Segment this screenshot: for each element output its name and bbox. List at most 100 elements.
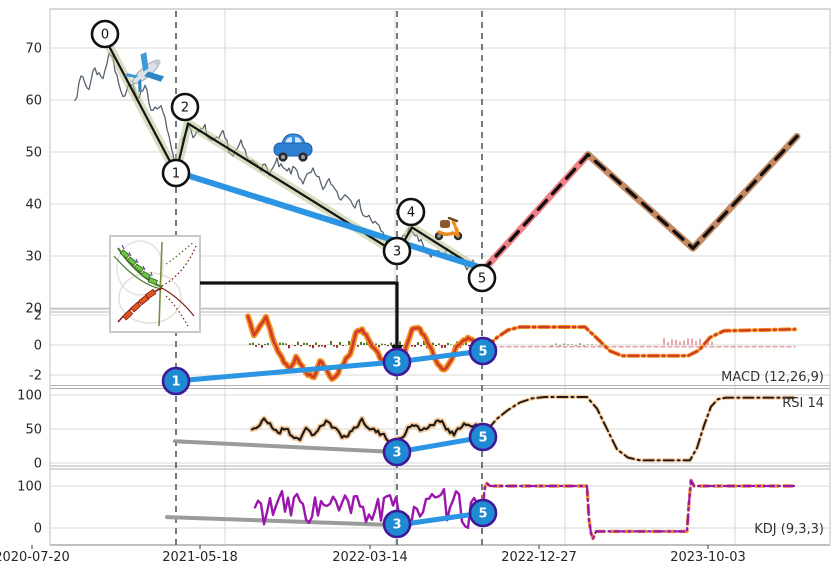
x-tick-label: 2023-10-03: [670, 550, 746, 565]
wave-marker: 3: [382, 437, 412, 467]
x-tick-label: 2020-07-20: [0, 550, 70, 565]
marker-circle: [468, 336, 498, 366]
macd-forecast-hist-bar: [671, 339, 673, 345]
marker-label: 3: [393, 245, 401, 260]
macd-histogram-bar: [447, 342, 449, 345]
price-y-tick-label: 60: [25, 94, 42, 109]
kdj-forecast-outline: [481, 478, 797, 541]
wave-marker: 3: [382, 347, 412, 377]
marker-label: 1: [171, 375, 180, 390]
marker-label: 5: [478, 507, 487, 522]
macd-forecast-hist-bar: [591, 344, 593, 345]
price-y-tick-label: 40: [25, 198, 42, 213]
wave-marker: 3: [382, 236, 412, 266]
x-tick-label: 2021-05-18: [162, 550, 238, 565]
rsi-y-tick-label: 100: [17, 389, 42, 404]
macd-forecast-hist-bar: [711, 341, 713, 345]
axis-labels: MACD (12,26,9) RSI 14 KDJ (9,3,3) 706050…: [0, 42, 824, 566]
kdj-panel-label: KDJ (9,3,3): [754, 522, 824, 537]
macd-histogram-bar: [261, 345, 263, 348]
macd-forecast-hist-bar: [571, 344, 573, 345]
magnifier-inset: [109, 235, 201, 333]
marker-circle: [90, 19, 120, 49]
wave-markers: 1 3 5 3 5 3 5 0 1 2 3 4 5: [90, 19, 498, 539]
macd-panel: [173, 313, 797, 384]
macd-histogram-bar: [381, 343, 383, 345]
marker-label: 2: [181, 101, 189, 116]
macd-histogram-bar: [321, 345, 323, 347]
macd-histogram-bar: [309, 345, 311, 347]
rsi-blue-trendline: [394, 434, 486, 455]
macd-histogram-bar: [417, 342, 419, 345]
macd-forecast-hist-bar: [551, 345, 553, 347]
kdj-blue-trendline: [394, 510, 486, 528]
wave-marker: 2: [170, 92, 200, 122]
macd-histogram-bar: [441, 345, 443, 348]
macd-histogram-bar: [333, 345, 335, 347]
macd-histogram-bar: [255, 345, 257, 347]
price-y-tick-label: 30: [25, 250, 42, 265]
wave-marker: 5: [467, 263, 497, 293]
macd-histogram-bar: [297, 341, 299, 345]
kdj-y-tick-label: 0: [34, 522, 42, 537]
macd-forecast-hist-bar: [563, 343, 565, 345]
marker-circle: [468, 422, 498, 452]
macd-y-tick-label: 2: [34, 309, 42, 324]
macd-histogram-bar: [414, 345, 416, 348]
macd-histogram-bar: [252, 342, 254, 345]
macd-histogram-bar: [279, 342, 281, 345]
macd-line: [246, 315, 484, 381]
macd-histogram-bar: [360, 341, 362, 345]
macd-histogram-bar: [294, 345, 296, 347]
wave-marker: 5: [468, 336, 498, 366]
macd-histogram-bar: [348, 340, 350, 345]
macd-histogram-bar: [375, 343, 377, 345]
macd-forecast-line: [484, 325, 797, 357]
macd-histogram-bar: [420, 345, 422, 347]
airplane-icon: [124, 52, 165, 93]
macd-histogram-bar: [300, 345, 302, 347]
kdj-line: [253, 488, 482, 530]
macd-histogram-bar: [324, 345, 326, 348]
rsi-y-tick-label: 0: [34, 457, 42, 472]
wave-marker: 1: [161, 366, 191, 396]
macd-y-tick-label: 0: [34, 339, 42, 354]
marker-circle: [396, 197, 426, 227]
marker-circle: [467, 263, 497, 293]
wave-marker: 4: [396, 197, 426, 227]
macd-forecast-hist-bar: [683, 340, 685, 345]
rsi-panel: [173, 395, 797, 463]
kdj-y-tick-label: 100: [17, 480, 42, 495]
marker-label: 4: [407, 206, 415, 221]
macd-histogram-bar: [357, 345, 359, 347]
macd-histogram-bar: [450, 344, 452, 345]
macd-histogram-bar: [312, 345, 314, 349]
wave-marker: 0: [90, 19, 120, 49]
macd-histogram-bar: [306, 342, 308, 345]
macd-forecast-hist-bar: [555, 343, 557, 345]
macd-histogram-bar: [387, 345, 389, 347]
macd-forecast-hist-bar: [667, 342, 669, 345]
price-y-tick-label: 50: [25, 146, 42, 161]
marker-label: 1: [172, 167, 180, 182]
macd-histogram-bar: [288, 345, 290, 349]
marker-label: 0: [101, 28, 109, 43]
marker-circle: [468, 498, 498, 528]
car-icon: [273, 133, 313, 162]
rsi-line: [250, 417, 484, 447]
marker-label: 5: [478, 272, 486, 287]
macd-forecast-hist-bar: [587, 344, 589, 345]
macd-histogram-bar: [267, 342, 269, 345]
wave-marker: 5: [468, 498, 498, 528]
macd-forecast-hist-bar: [599, 345, 601, 346]
macd-histogram-bar: [336, 345, 338, 348]
macd-histogram-bar: [264, 343, 266, 345]
projection-underlay-tan: [584, 132, 801, 252]
marker-label: 3: [392, 446, 401, 461]
kdj-gray-trendline: [165, 515, 399, 528]
macd-histogram-bar: [444, 345, 446, 348]
marker-circle: [161, 158, 191, 188]
macd-forecast-hist-bar: [675, 339, 677, 345]
marker-circle: [382, 347, 412, 377]
